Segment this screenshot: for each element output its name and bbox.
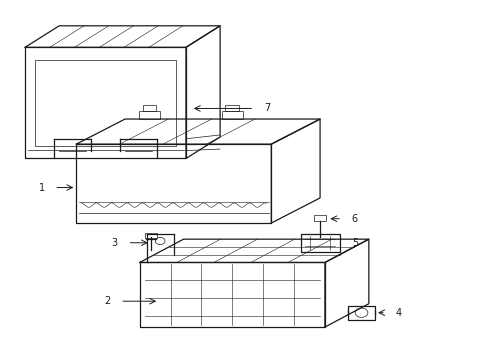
- Text: 2: 2: [104, 296, 110, 306]
- Bar: [35, 60, 176, 146]
- Text: 4: 4: [395, 308, 401, 318]
- Text: 7: 7: [264, 103, 270, 113]
- Text: 1: 1: [39, 183, 44, 193]
- Text: 5: 5: [351, 238, 357, 248]
- Text: 6: 6: [351, 214, 357, 224]
- Text: 3: 3: [111, 238, 118, 248]
